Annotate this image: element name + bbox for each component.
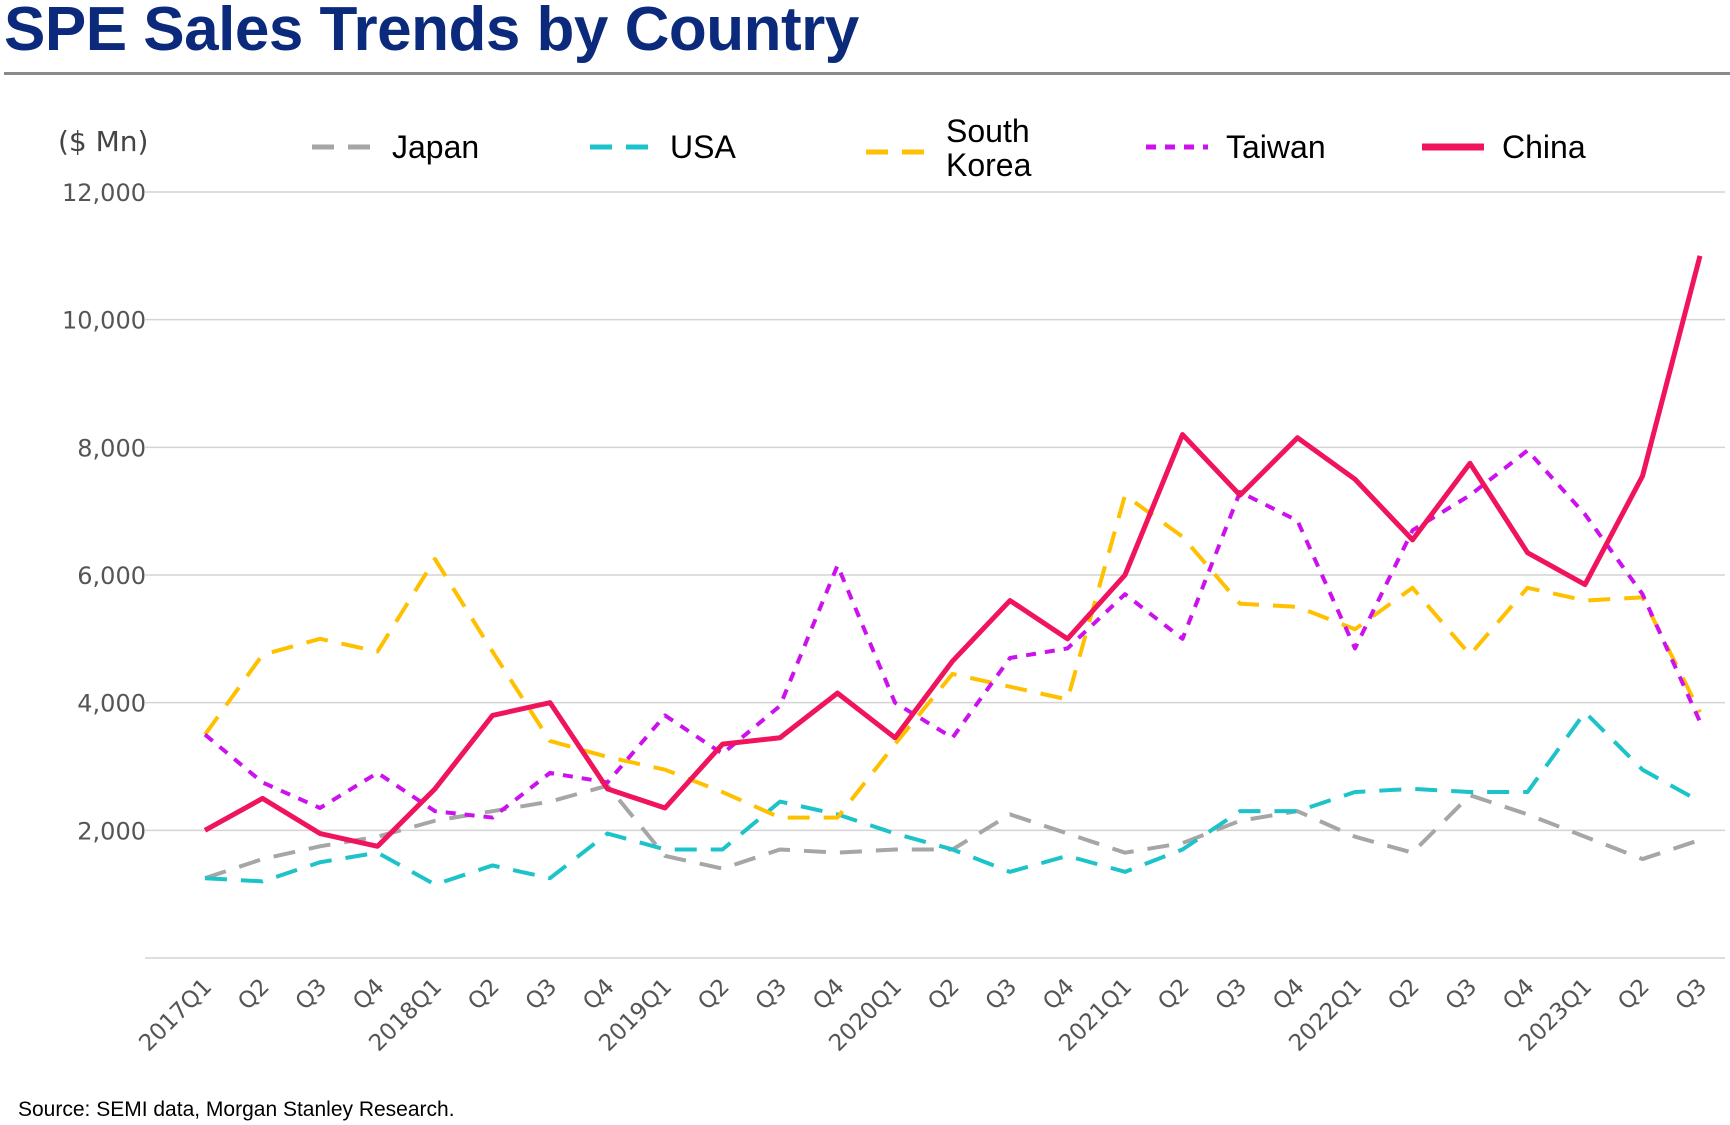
y-axis-unit-label: ($ Mn) xyxy=(58,125,149,158)
x-tick-label: Q4 xyxy=(1498,974,1540,1016)
legend-label: USA xyxy=(670,129,736,165)
x-tick-label: Q4 xyxy=(1038,974,1080,1016)
legend-swatch xyxy=(590,144,652,150)
legend-label: Taiwan xyxy=(1226,129,1326,165)
legend-label-line: Korea xyxy=(946,147,1032,183)
legend-item-taiwan: Taiwan xyxy=(1146,130,1326,164)
y-tick-label: 2,000 xyxy=(77,817,146,845)
legend-swatch xyxy=(312,144,374,150)
series-line-usa xyxy=(204,710,1701,887)
legend-label: South Korea xyxy=(946,114,1031,182)
legend-swatch xyxy=(1422,143,1484,151)
legend-swatch xyxy=(866,149,928,155)
x-tick-label: 2017Q1 xyxy=(134,974,217,1057)
x-tick-label: Q3 xyxy=(1671,974,1713,1016)
x-tick-label: Q3 xyxy=(1211,974,1253,1016)
page-title: SPE Sales Trends by Country xyxy=(4,0,859,64)
series-line-japan xyxy=(204,783,1701,881)
x-tick-label: Q2 xyxy=(463,974,505,1016)
series-line-taiwan xyxy=(203,448,1702,820)
series-line-china xyxy=(203,255,1703,849)
legend-label: Japan xyxy=(392,129,480,165)
gridlines xyxy=(145,191,1725,959)
title-divider xyxy=(4,72,1730,75)
x-tick-label: Q2 xyxy=(233,974,275,1016)
legend-label: China xyxy=(1502,129,1586,165)
x-tick-label: Q4 xyxy=(808,974,850,1016)
source-note: Source: SEMI data, Morgan Stanley Resear… xyxy=(18,1098,455,1121)
legend-item-japan: Japan xyxy=(312,130,479,164)
series-line-south-korea xyxy=(203,493,1702,820)
legend-label-line: South xyxy=(946,113,1030,149)
y-tick-label: 10,000 xyxy=(62,307,146,335)
legend-item-south-korea: South Korea xyxy=(866,114,1031,182)
legend-item-china: China xyxy=(1422,130,1586,164)
x-tick-label: Q2 xyxy=(923,974,965,1016)
x-tick-label: Q3 xyxy=(521,974,563,1016)
x-tick-label: Q2 xyxy=(693,974,735,1016)
series-lines xyxy=(203,255,1703,887)
y-tick-label: 4,000 xyxy=(77,690,146,718)
x-tick-label: Q2 xyxy=(1613,974,1655,1016)
x-tick-label: Q3 xyxy=(751,974,793,1016)
y-tick-label: 6,000 xyxy=(77,562,146,590)
x-tick-label: Q3 xyxy=(291,974,333,1016)
x-tick-label: Q4 xyxy=(348,974,390,1016)
x-tick-label: Q2 xyxy=(1383,974,1425,1016)
y-tick-label: 12,000 xyxy=(62,179,146,207)
x-tick-label: Q4 xyxy=(578,974,620,1016)
legend-item-usa: USA xyxy=(590,130,736,164)
y-axis-ticks: 12,000 10,000 8,000 6,000 4,000 2,000 xyxy=(62,179,146,845)
x-tick-label: Q4 xyxy=(1268,974,1310,1016)
x-tick-label: Q3 xyxy=(981,974,1023,1016)
x-tick-label: Q3 xyxy=(1441,974,1483,1016)
y-tick-label: 8,000 xyxy=(77,434,146,462)
x-tick-label: Q2 xyxy=(1153,974,1195,1016)
